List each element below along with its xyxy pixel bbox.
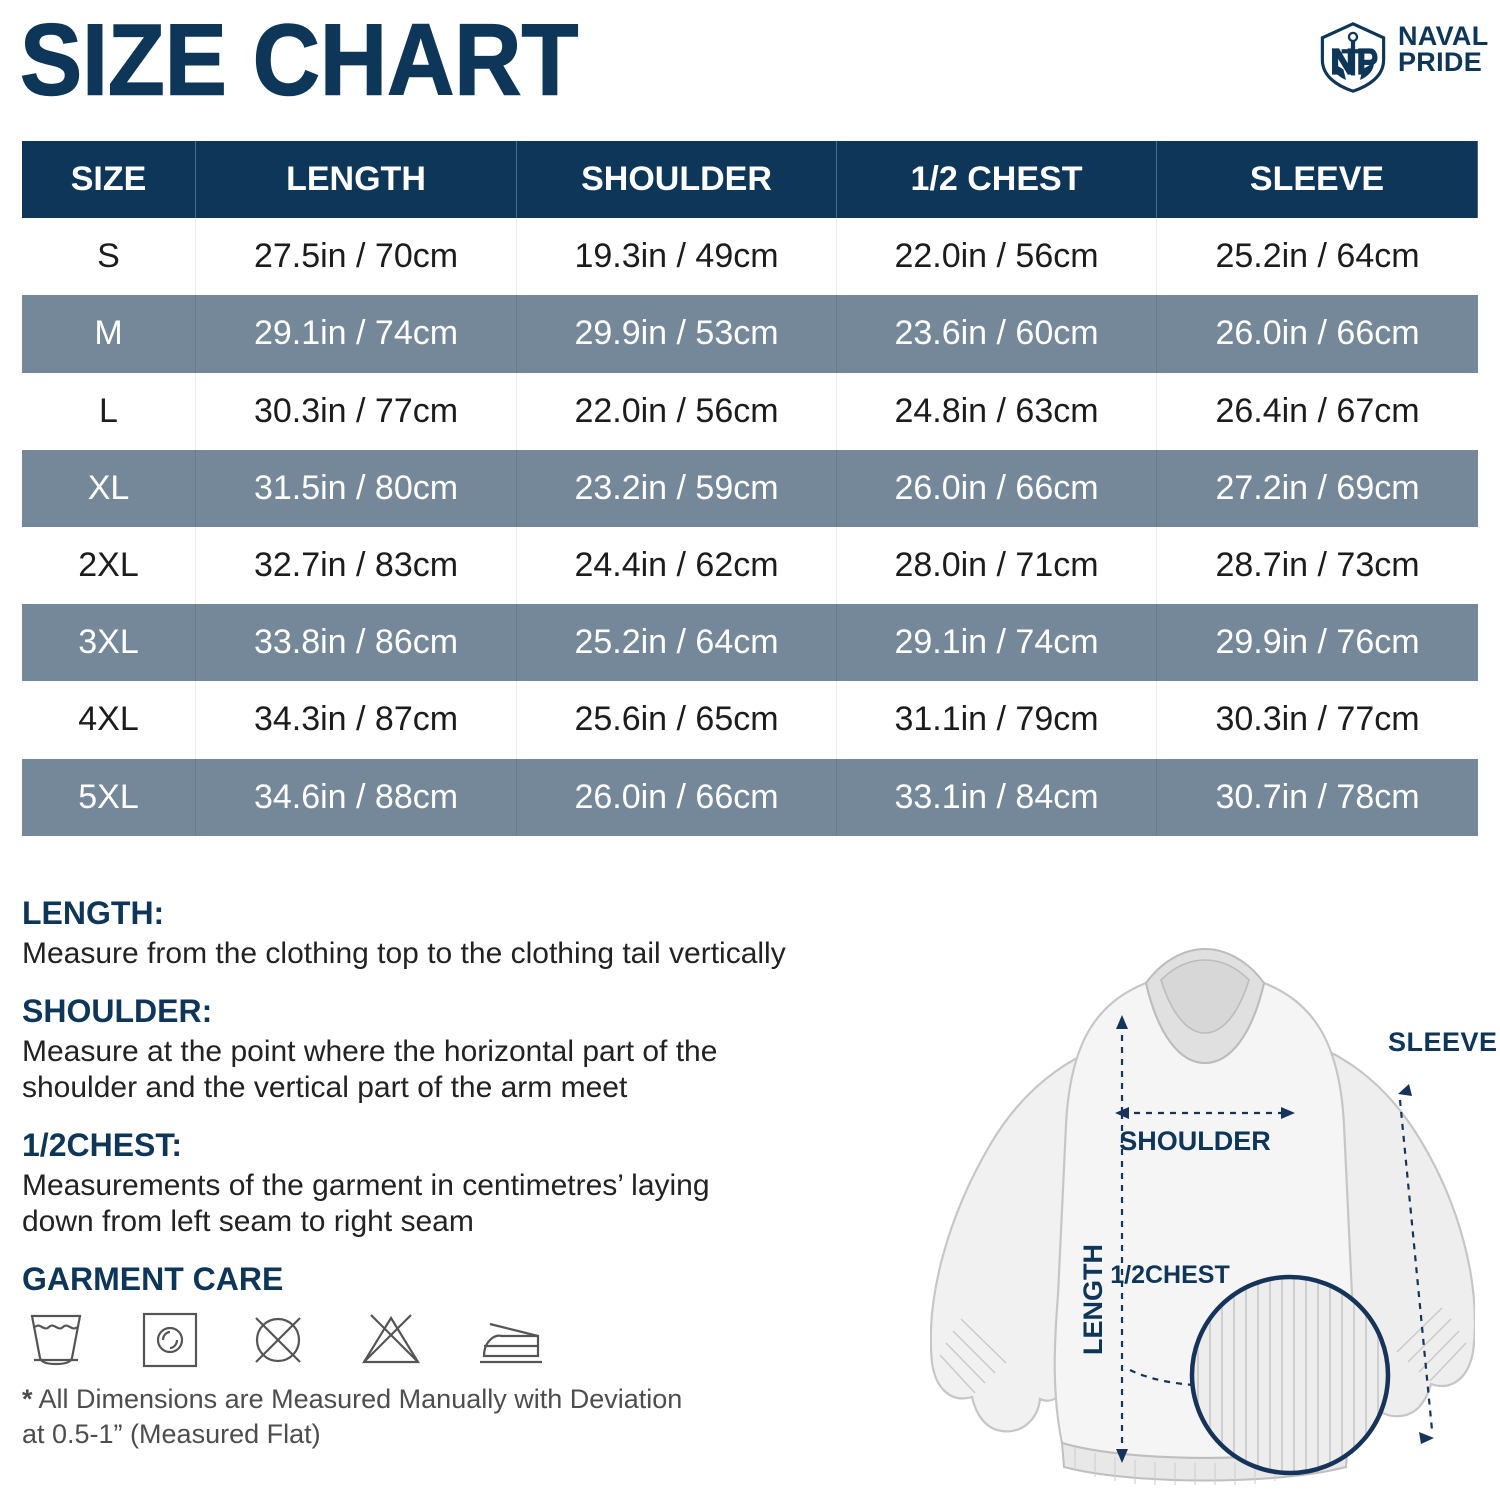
svg-text:1/2CHEST: 1/2CHEST [1110,1261,1229,1289]
svg-text:LENGTH: LENGTH [1078,1244,1108,1355]
svg-text:SHOULDER: SHOULDER [1119,1126,1271,1156]
